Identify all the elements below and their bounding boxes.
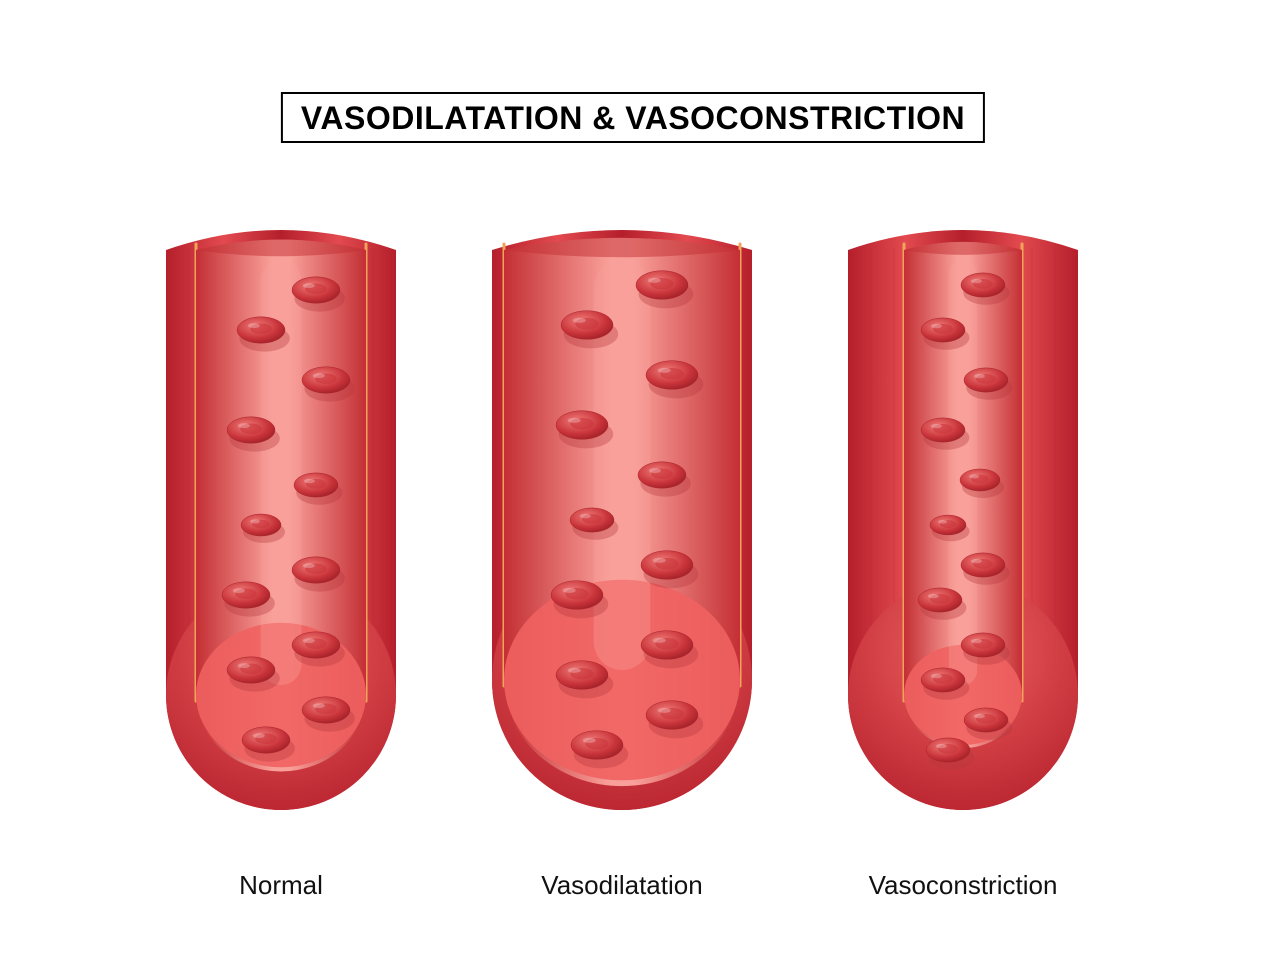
label-vasodilatation: Vasodilatation: [472, 870, 772, 901]
vessel-normal: [146, 210, 416, 830]
page-title: VASODILATATION & VASOCONSTRICTION: [281, 92, 985, 143]
vessel-vasodilatation: [472, 210, 772, 830]
label-normal: Normal: [131, 870, 431, 901]
label-vasoconstriction: Vasoconstriction: [813, 870, 1113, 901]
vessel-vasoconstriction: [828, 210, 1098, 830]
diagram-stage: VASODILATATION & VASOCONSTRICTION Normal…: [0, 0, 1266, 980]
